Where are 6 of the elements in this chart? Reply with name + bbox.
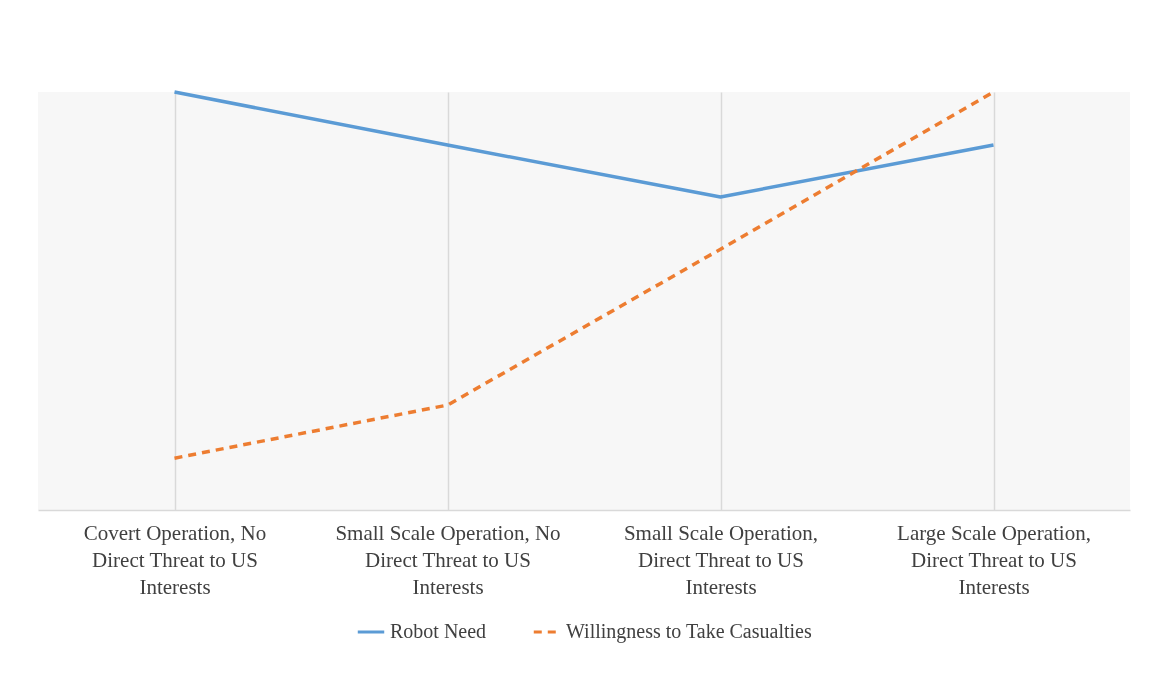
x-tick-label: Large Scale Operation, Direct Threat to US Interests — [897, 520, 1091, 599]
legend-label: Robot Need — [390, 620, 487, 642]
legend-label: Willingness to Take Casualties — [566, 620, 812, 643]
x-tick-label: Small Scale Operation, Direct Threat to US Interests — [623, 520, 819, 599]
x-tick-label: Small Scale Operation, No Direct Threat to US Interests — [335, 520, 561, 599]
x-tick-label: Covert Operation, No Direct Threat to US Interests — [83, 520, 267, 599]
